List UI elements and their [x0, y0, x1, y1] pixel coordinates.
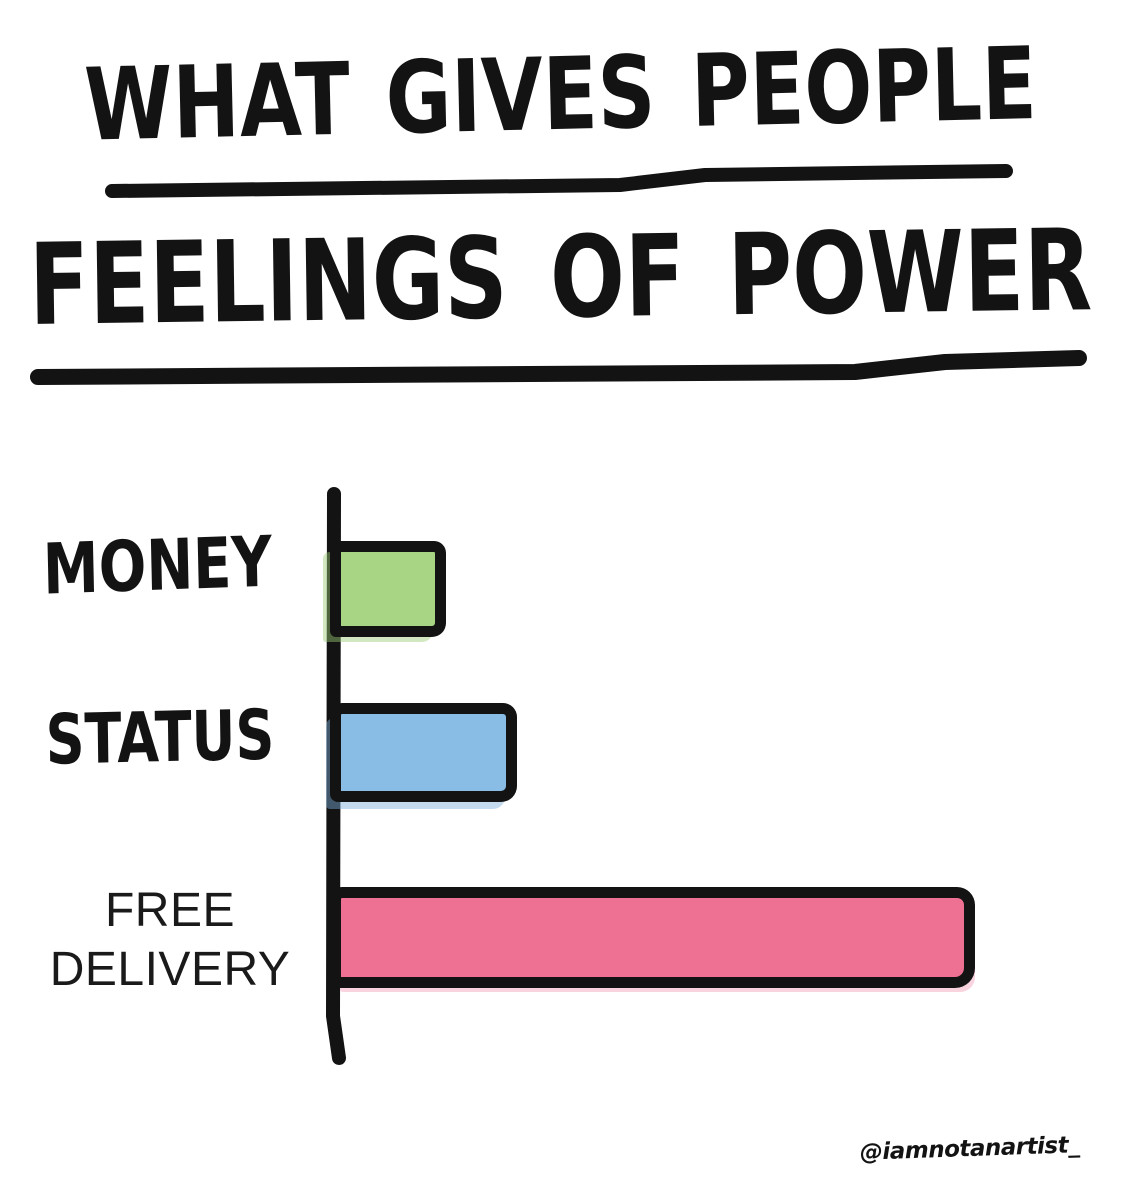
bar-free-delivery	[330, 887, 975, 988]
chart-title-line2: FEELINGS OF POWER	[28, 204, 1093, 351]
chart-title-line1: WHAT GIVES PEOPLE	[83, 25, 1038, 164]
bar-status	[330, 703, 517, 802]
bar-money	[330, 541, 446, 637]
category-label-free-delivery: FREE DELIVERY	[49, 884, 291, 996]
title-underline-1	[105, 164, 1013, 198]
category-label-status: STATUS	[45, 694, 275, 781]
title-underline-2	[30, 350, 1087, 385]
category-label-money: MONEY	[42, 521, 273, 612]
artist-signature: @iamnotanartist_	[859, 1132, 1080, 1166]
